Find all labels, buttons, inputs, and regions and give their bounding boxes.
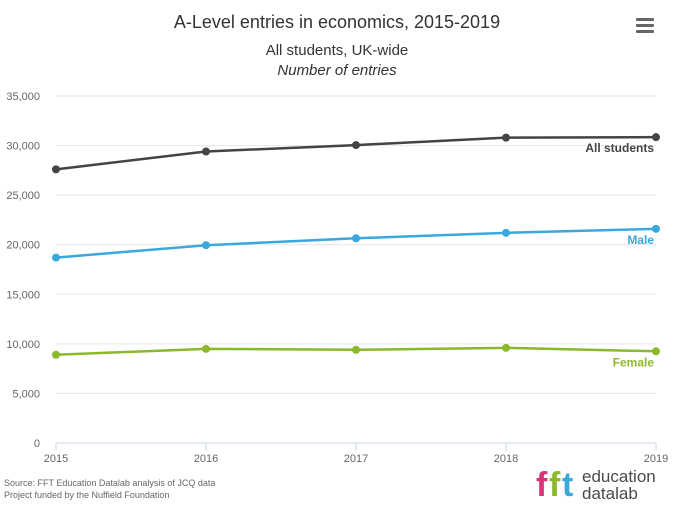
data-point: [202, 147, 210, 156]
y-tick-label: 15,000: [6, 289, 40, 301]
fft-datalab-logo: f f t education datalab: [536, 466, 666, 504]
chart-subtitle: All students, UK-wide: [265, 42, 409, 59]
series-label: Female: [613, 355, 655, 369]
x-tick-label: 2016: [194, 453, 218, 465]
y-tick-label: 10,000: [6, 339, 40, 351]
y-tick-label: 35,000: [6, 91, 40, 103]
data-point: [352, 141, 360, 150]
x-tick-label: 2019: [644, 453, 668, 465]
data-point: [502, 133, 510, 142]
y-tick-label: 0: [34, 438, 40, 450]
data-point: [352, 234, 360, 243]
logo-letter-f2: f: [549, 468, 561, 504]
y-tick-label: 5,000: [12, 388, 40, 400]
series-line: [55, 227, 657, 259]
data-point: [502, 228, 510, 237]
logo-wordmark: education datalab: [582, 468, 656, 502]
chart-units: Number of entries: [277, 62, 397, 79]
line-chart: 0 5,000 10,000 15,000 20,000 25,000 30,000 35,0…: [6, 91, 668, 465]
data-point: [352, 345, 360, 354]
data-point: [652, 133, 660, 142]
data-point: [202, 241, 210, 250]
data-point: [652, 347, 660, 356]
data-point: [652, 224, 660, 233]
x-tick-label: 2015: [44, 453, 68, 465]
data-point: [52, 165, 60, 174]
logo-word-education: education: [582, 467, 656, 486]
x-tick-label: 2017: [344, 453, 368, 465]
chart-title: A-Level entries in economics, 2015-2019: [173, 12, 501, 32]
data-point: [52, 253, 60, 262]
source-note: Source: FFT Education Datalab analysis o…: [4, 477, 215, 501]
fft-logo-mark: f f t: [536, 466, 573, 504]
chart-menu-icon[interactable]: [636, 18, 654, 34]
y-tick-label: 30,000: [6, 141, 40, 153]
y-tick-label: 25,000: [6, 190, 40, 202]
funding-line: Project funded by the Nuffield Foundatio…: [4, 490, 170, 500]
logo-letter-t: t: [562, 468, 573, 504]
logo-word-datalab: datalab: [582, 484, 638, 503]
series-label: All students: [585, 141, 654, 155]
data-point: [52, 350, 60, 359]
series-label: Male: [627, 233, 654, 247]
data-point: [202, 344, 210, 353]
y-tick-label: 20,000: [6, 240, 40, 252]
source-line: Source: FFT Education Datalab analysis o…: [4, 478, 216, 488]
data-point: [502, 343, 510, 352]
x-tick-label: 2018: [494, 453, 518, 465]
logo-letter-f1: f: [536, 468, 548, 504]
